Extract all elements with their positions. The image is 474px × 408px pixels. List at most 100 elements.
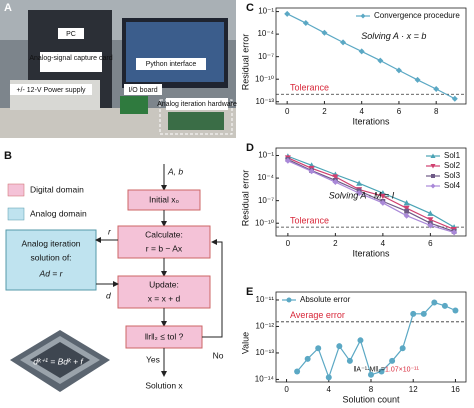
photo-labels: PC Analog-signal capture card +/- 12-V P… (10, 28, 237, 110)
data-point (431, 299, 438, 306)
legend-label: Digital domain (30, 184, 84, 194)
data-point (433, 85, 440, 92)
y-tick-label: 10⁻⁷ (258, 196, 274, 205)
crossbar-image (10, 330, 110, 392)
annotation: Solving A · M = I (329, 191, 395, 201)
legend-marker (430, 183, 436, 189)
node-label: x = x + d (148, 293, 181, 303)
node-label: ‖r‖₂ ≤ tol ? (145, 331, 184, 341)
x-tick-label: 8 (369, 385, 374, 394)
annotation-part: 1.07×10⁻¹¹ (385, 366, 420, 373)
data-point (379, 193, 386, 200)
series-line (287, 158, 455, 233)
y-axis-label: Residual error (240, 170, 250, 227)
series-line (287, 155, 455, 228)
x-tick-label: 0 (284, 385, 289, 394)
series-line (287, 160, 455, 233)
legend-marker (430, 164, 436, 169)
data-point (451, 229, 458, 236)
data-point (410, 310, 417, 317)
node-label: Initial x₀ (149, 194, 179, 204)
annotation: ‖A⁻¹-M‖₂=1.07×10⁻¹¹ (354, 366, 420, 373)
data-point (403, 212, 410, 219)
y-tick-label: 10⁻¹² (256, 322, 275, 331)
legend-marker (431, 174, 435, 178)
legend-marker (430, 153, 436, 158)
series-line (287, 157, 455, 230)
data-point (399, 345, 406, 352)
data-point (321, 29, 328, 36)
legend-label: Convergence procedure (374, 11, 460, 20)
data-point (358, 48, 365, 55)
analog-label: Ad = r (39, 268, 64, 278)
data-point (427, 210, 434, 216)
edge-label: Yes (146, 354, 160, 364)
panel-label: B (4, 150, 12, 162)
data-point (284, 10, 291, 17)
panel-label: A (4, 2, 12, 14)
legend-swatch (7, 183, 25, 197)
photo-label: Python interface (146, 61, 197, 68)
data-point (403, 199, 410, 206)
node-label: r = b − Ax (146, 243, 183, 253)
data-point (304, 355, 311, 362)
analog-label: solution of: (30, 252, 71, 262)
photo (0, 0, 236, 138)
legend-label: Sol2 (444, 161, 461, 170)
series-line (296, 301, 456, 380)
analog-label: Analog iteration (21, 238, 80, 248)
data-point (356, 180, 363, 186)
x-tick-label: 4 (381, 239, 386, 248)
data-point (377, 57, 384, 64)
x-tick-label: 12 (409, 385, 418, 394)
data-point (403, 205, 410, 212)
reference-label: Tolerance (290, 216, 329, 226)
data-point (308, 168, 315, 175)
legend-label: Analog domain (30, 208, 87, 218)
data-point (404, 208, 410, 214)
annotation-part: Solving A · x = b (361, 31, 426, 41)
y-tick-label: 10⁻¹ (258, 151, 274, 160)
x-tick-label: 16 (451, 385, 460, 394)
data-point (420, 310, 427, 317)
iteration-label: dᵏ⁺¹ = Bdᵏ + f (33, 356, 84, 366)
photo-label: Analog iteration hardware (157, 101, 237, 108)
x-tick-label: 4 (359, 107, 364, 116)
data-point (451, 95, 458, 102)
data-point (284, 157, 291, 164)
data-point (395, 67, 402, 74)
x-tick-label: 6 (428, 239, 433, 248)
edge-label: r (108, 226, 112, 236)
photo-label: I/O board (128, 87, 157, 94)
y-tick-label: 10⁻⁴ (257, 29, 274, 38)
x-axis-label: Iterations (352, 248, 390, 258)
series-line (286, 13, 456, 100)
node-label: Solution x (145, 380, 183, 390)
annotation-part: Solving A · M = I (329, 191, 395, 201)
node-label: Calculate: (145, 229, 183, 239)
x-tick-label: 2 (322, 107, 327, 116)
x-tick-label: 2 (333, 239, 338, 248)
y-tick-label: 10⁻¹⁰ (255, 74, 274, 83)
node (117, 225, 211, 259)
panel-label: C (246, 2, 254, 14)
node (117, 275, 211, 309)
input-label: A, b (167, 166, 183, 176)
y-tick-label: 10⁻¹⁰ (255, 218, 274, 227)
annotation-part: ‖A⁻¹-M‖₂= (354, 366, 385, 373)
edge-label: d (106, 290, 111, 300)
data-point (378, 368, 385, 375)
data-point (427, 222, 434, 229)
x-axis-label: Iterations (352, 116, 390, 126)
panel-label: E (246, 286, 253, 298)
data-point (368, 371, 374, 378)
data-point (379, 199, 386, 206)
plot-frame (275, 7, 467, 105)
data-point (414, 76, 421, 83)
legend-label: Absolute error (300, 295, 351, 304)
data-point (325, 374, 332, 381)
y-axis-label: Value (240, 332, 250, 354)
legend-marker (360, 13, 366, 19)
y-tick-label: 10⁻¹¹ (256, 295, 275, 304)
photo-label: Analog-signal capture card (29, 55, 112, 62)
